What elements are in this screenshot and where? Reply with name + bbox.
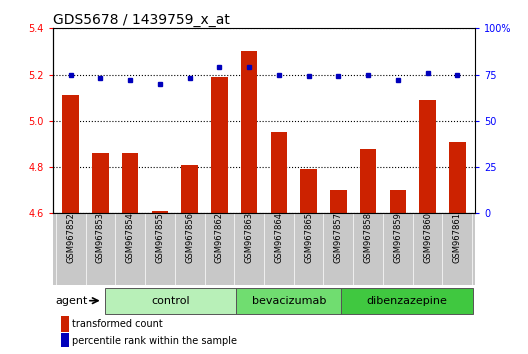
Bar	[300, 169, 317, 213]
Bar	[271, 132, 287, 213]
Bar	[61, 316, 69, 331]
FancyBboxPatch shape	[342, 288, 473, 314]
Bar	[122, 153, 138, 213]
Bar	[61, 333, 69, 348]
Bar	[360, 149, 376, 213]
Bar	[330, 190, 346, 213]
Text: GDS5678 / 1439759_x_at: GDS5678 / 1439759_x_at	[53, 13, 230, 27]
Bar	[419, 100, 436, 213]
Text: percentile rank within the sample: percentile rank within the sample	[72, 336, 237, 346]
Text: dibenzazepine: dibenzazepine	[366, 296, 447, 306]
FancyBboxPatch shape	[105, 288, 237, 314]
Bar	[62, 95, 79, 213]
Bar	[211, 77, 228, 213]
Text: bevacizumab: bevacizumab	[252, 296, 326, 306]
Bar	[241, 51, 257, 213]
Text: control: control	[152, 296, 190, 306]
Bar	[182, 165, 198, 213]
FancyBboxPatch shape	[237, 288, 342, 314]
Text: transformed count: transformed count	[72, 319, 163, 329]
Bar	[449, 142, 466, 213]
Bar	[92, 153, 109, 213]
Bar	[152, 211, 168, 213]
Text: agent: agent	[55, 296, 88, 306]
Bar	[390, 190, 406, 213]
